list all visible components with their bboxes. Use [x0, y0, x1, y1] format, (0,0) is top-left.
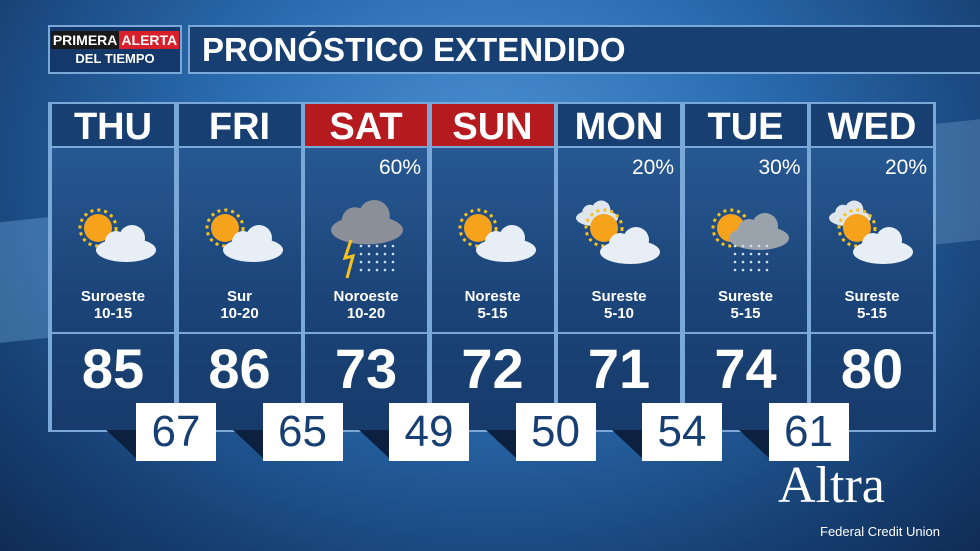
precip-chance: 20% — [631, 156, 674, 179]
high-temp: 74 — [684, 332, 807, 404]
mostly-cloudy-icon — [829, 200, 913, 264]
wind-speed: 10-20 — [220, 305, 259, 322]
precip-chance: 20% — [884, 156, 927, 179]
sponsor-subtitle: Federal Credit Union — [820, 524, 940, 539]
day-label: THU — [52, 104, 174, 148]
wind: Noroeste 10-20 — [305, 288, 427, 322]
wind-speed: 5-10 — [603, 305, 635, 322]
high-temp: 72 — [431, 332, 554, 404]
page-title: PRONÓSTICO EXTENDIDO — [188, 25, 980, 74]
primera-alerta-logo: PRIMERA ALERTA DEL TIEMPO — [48, 25, 182, 74]
low-temp: 61 — [768, 403, 849, 461]
precip-chance: 30% — [758, 156, 801, 179]
day-label: MON — [558, 104, 680, 148]
partly-cloudy-icon — [78, 208, 156, 262]
day-column: THU Suroeste 10-15 85 — [52, 104, 174, 430]
low-temp: 54 — [642, 403, 722, 461]
high-temp: 71 — [558, 332, 680, 404]
day-label: WED — [811, 104, 933, 148]
low-shadow — [738, 430, 769, 458]
partly-cloudy-icon — [205, 208, 283, 262]
wind: Suroeste 10-15 — [52, 288, 174, 322]
wind-speed: 5-15 — [477, 305, 508, 322]
wind-speed: 5-15 — [730, 305, 761, 322]
wind: Sureste 5-15 — [811, 288, 933, 322]
wind-direction: Sureste — [844, 288, 900, 305]
wind: Noreste 5-15 — [432, 288, 554, 322]
low-temp: 49 — [389, 403, 469, 461]
low-shadow — [359, 430, 389, 458]
logo-alerta: ALERTA — [119, 31, 180, 49]
day-label: SUN — [431, 104, 554, 148]
precip-chance: 60% — [378, 156, 421, 179]
high-temp: 85 — [52, 332, 174, 404]
low-shadow — [612, 430, 642, 458]
day-label: SAT — [305, 104, 427, 148]
thunderstorm-icon — [331, 200, 403, 279]
wind-direction: Sureste — [591, 288, 647, 305]
wind-direction: Noroeste — [333, 288, 399, 305]
day-column: SUN Noreste 5-15 72 — [431, 104, 554, 430]
day-column: FRI Sur 10-20 86 — [178, 104, 301, 430]
high-temp: 73 — [305, 332, 427, 404]
wind-direction: Sureste — [717, 288, 774, 305]
low-temp: 65 — [262, 403, 343, 461]
day-column: WED 20% Sureste 5-15 80 — [811, 104, 933, 430]
partly-cloudy-icon — [458, 208, 536, 262]
logo-del-tiempo: DEL TIEMPO — [75, 51, 155, 66]
wind-speed: 10-15 — [93, 305, 133, 322]
low-shadow — [232, 430, 263, 458]
wind: Sur 10-20 — [179, 288, 301, 322]
logo-primera: PRIMERA — [50, 31, 120, 49]
day-column: MON 20% Sureste 5-10 71 — [558, 104, 680, 430]
high-temp: 86 — [178, 332, 301, 404]
day-column: TUE 30% Sureste 5-15 74 — [684, 104, 807, 430]
wind-speed: 5-15 — [856, 305, 888, 322]
forecast-panel: THU Suroeste 10-15 85 FRI Sur 10-20 86 SAT 6… — [48, 102, 936, 432]
day-label: TUE — [684, 104, 807, 148]
high-temp: 80 — [811, 332, 933, 404]
wind-direction: Sur — [226, 288, 252, 305]
day-label: FRI — [178, 104, 301, 148]
wind: Sureste 5-10 — [558, 288, 680, 322]
wind-direction: Noreste — [464, 288, 521, 305]
low-temp: 50 — [515, 403, 596, 461]
low-shadow — [485, 430, 516, 458]
showers-icon — [711, 208, 789, 272]
mostly-cloudy-icon — [576, 200, 660, 264]
low-temp: 67 — [136, 403, 216, 461]
low-shadow — [106, 430, 136, 458]
wind-direction: Suroeste — [80, 288, 146, 305]
wind: Sureste 5-15 — [685, 288, 807, 322]
sponsor-logo: Altra — [778, 457, 885, 514]
wind-speed: 10-20 — [346, 305, 386, 322]
day-column: SAT 60% Noroeste 10-20 73 — [305, 104, 427, 430]
